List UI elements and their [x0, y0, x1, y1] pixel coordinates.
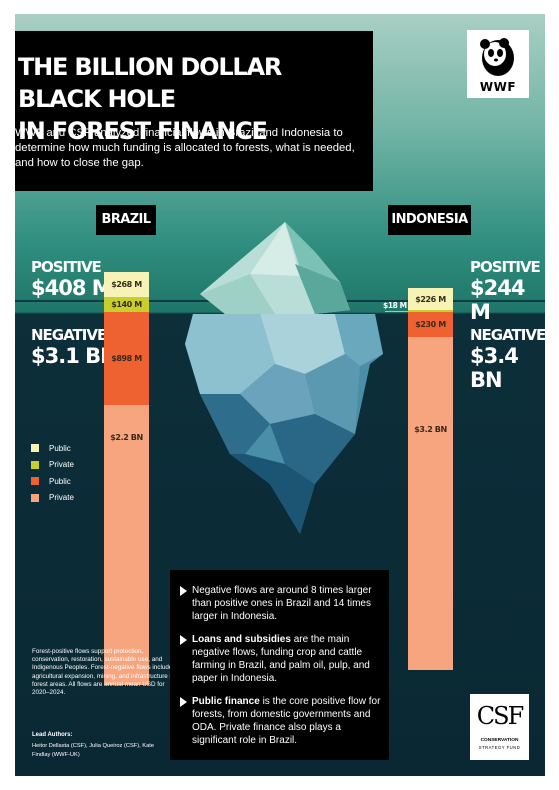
brazil-negative-label: NEGATIVE [31, 326, 107, 344]
indonesia-private-positive-label: $18 M [383, 301, 407, 310]
triangle-bullet-icon [180, 697, 187, 707]
triangle-bullet-icon [180, 586, 187, 596]
legend-label: Public [49, 443, 71, 453]
iceberg-illustration [185, 222, 383, 534]
legend-label: Public [49, 476, 71, 486]
indonesia-negative-label: NEGATIVE [470, 326, 545, 344]
triangle-bullet-icon [180, 635, 187, 645]
brazil-negative-total: NEGATIVE $3.1 BN [31, 326, 118, 368]
brazil-positive-total: POSITIVE $408 M [31, 258, 113, 300]
indonesia-segment-negative-public: $230 M [408, 312, 453, 337]
indonesia-segment-negative-private: $3.2 BN [408, 337, 453, 670]
csf-logo: CSF CONSERVATION STRATEGY FUND [470, 694, 529, 760]
key-facts-box: Negative flows are around 8 times larger… [170, 570, 389, 760]
indonesia-segment-positive-public: $226 M [408, 288, 453, 310]
brazil-label: BRAZIL [96, 205, 156, 235]
legend-label: Private [49, 460, 74, 470]
fact-item: Public finance is the core positive flow… [180, 695, 382, 747]
indonesia-positive-value: $244 M [470, 276, 525, 324]
indonesia-positive-total: POSITIVE $244 M [470, 258, 545, 324]
legend-label: Private [49, 493, 74, 503]
indonesia-negative-value: $3.4 BN [470, 344, 519, 392]
legend-swatch-negative-public [31, 477, 39, 486]
legend-item: Public [31, 440, 74, 457]
brazil-segment-negative-private: $2.2 BN [104, 405, 149, 685]
authors-list: Heitor Dellasta (CSF), Julia Queiroz (CS… [32, 743, 154, 758]
legend-swatch-positive-private [31, 460, 39, 469]
fact-text: are the main negative flows, funding cro… [192, 634, 370, 684]
indonesia-label: INDONESIA [388, 205, 471, 235]
indonesia-private-leader-line [385, 311, 408, 312]
indonesia-segment-positive-private [408, 310, 453, 312]
methodology-note: Forest-positive flows support protection… [32, 648, 175, 697]
title-line-1: THE BILLION DOLLAR BLACK HOLE [18, 53, 282, 113]
wwf-logo-text: WWF [479, 80, 517, 94]
fact-text: Negative flows are around 8 times larger… [192, 585, 372, 622]
fact-bold: Loans and subsidies [192, 634, 291, 645]
infographic-poster: THE BILLION DOLLAR BLACK HOLE IN FOREST … [15, 14, 545, 776]
intro-text: WWF and CSF analyzed financial flows in … [15, 127, 355, 169]
legend: Public Private Public Private [31, 440, 74, 506]
brazil-positive-label: POSITIVE [31, 258, 102, 276]
title-line-2: IN FOREST FINANCE [18, 117, 268, 145]
brazil-positive-value: $408 M [31, 276, 113, 300]
title-box: THE BILLION DOLLAR BLACK HOLE IN FOREST … [15, 31, 373, 191]
legend-item: Private [31, 457, 74, 474]
brazil-negative-value: $3.1 BN [31, 344, 118, 368]
legend-item: Public [31, 473, 74, 490]
csf-logo-line1: CONSERVATION [480, 738, 519, 743]
indonesia-negative-total: NEGATIVE $3.4 BN [470, 326, 545, 392]
brazil-segment-positive-public: $268 M [104, 272, 149, 297]
indonesia-positive-label: POSITIVE [470, 258, 541, 276]
wwf-logo: WWF [467, 30, 529, 98]
csf-logo-mark: CSF [476, 702, 524, 730]
legend-swatch-positive-public [31, 444, 39, 453]
legend-item: Private [31, 490, 74, 507]
panda-icon [480, 38, 514, 76]
page-title: THE BILLION DOLLAR BLACK HOLE IN FOREST … [18, 51, 368, 147]
legend-swatch-negative-private [31, 493, 39, 502]
brazil-segment-negative-public: $898 M [104, 312, 149, 405]
brazil-segment-positive-private: $140 M [104, 297, 149, 312]
fact-item: Negative flows are around 8 times larger… [180, 584, 382, 623]
fact-item: Loans and subsidies are the main negativ… [180, 633, 382, 685]
fact-bold: Public finance [192, 696, 260, 707]
fact-text: is the core positive flow for forests, f… [192, 696, 381, 746]
csf-logo-line2: STRATEGY FUND [478, 745, 521, 750]
authors-heading: Lead Authors: [32, 732, 73, 738]
